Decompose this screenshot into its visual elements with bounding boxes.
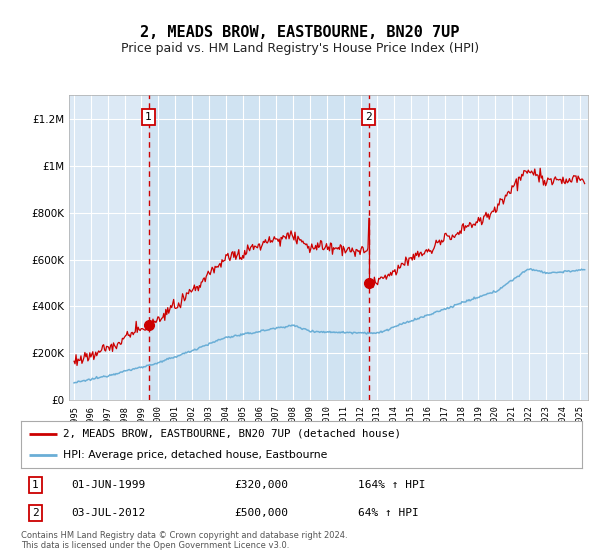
Text: 01-JUN-1999: 01-JUN-1999: [71, 480, 146, 489]
Text: 2, MEADS BROW, EASTBOURNE, BN20 7UP (detached house): 2, MEADS BROW, EASTBOURNE, BN20 7UP (det…: [63, 428, 401, 438]
Text: £500,000: £500,000: [234, 508, 288, 518]
Text: 2: 2: [365, 111, 373, 122]
Text: 1: 1: [32, 480, 38, 489]
Text: 2: 2: [32, 508, 38, 518]
Text: 1: 1: [145, 111, 152, 122]
Text: Price paid vs. HM Land Registry's House Price Index (HPI): Price paid vs. HM Land Registry's House …: [121, 42, 479, 55]
Bar: [149, 95, 369, 400]
Text: 64% ↑ HPI: 64% ↑ HPI: [358, 508, 418, 518]
Text: 03-JUL-2012: 03-JUL-2012: [71, 508, 146, 518]
Text: £320,000: £320,000: [234, 480, 288, 489]
Text: HPI: Average price, detached house, Eastbourne: HPI: Average price, detached house, East…: [63, 450, 328, 460]
Text: 164% ↑ HPI: 164% ↑ HPI: [358, 480, 425, 489]
Text: Contains HM Land Registry data © Crown copyright and database right 2024.
This d: Contains HM Land Registry data © Crown c…: [21, 531, 347, 550]
Text: 2, MEADS BROW, EASTBOURNE, BN20 7UP: 2, MEADS BROW, EASTBOURNE, BN20 7UP: [140, 25, 460, 40]
